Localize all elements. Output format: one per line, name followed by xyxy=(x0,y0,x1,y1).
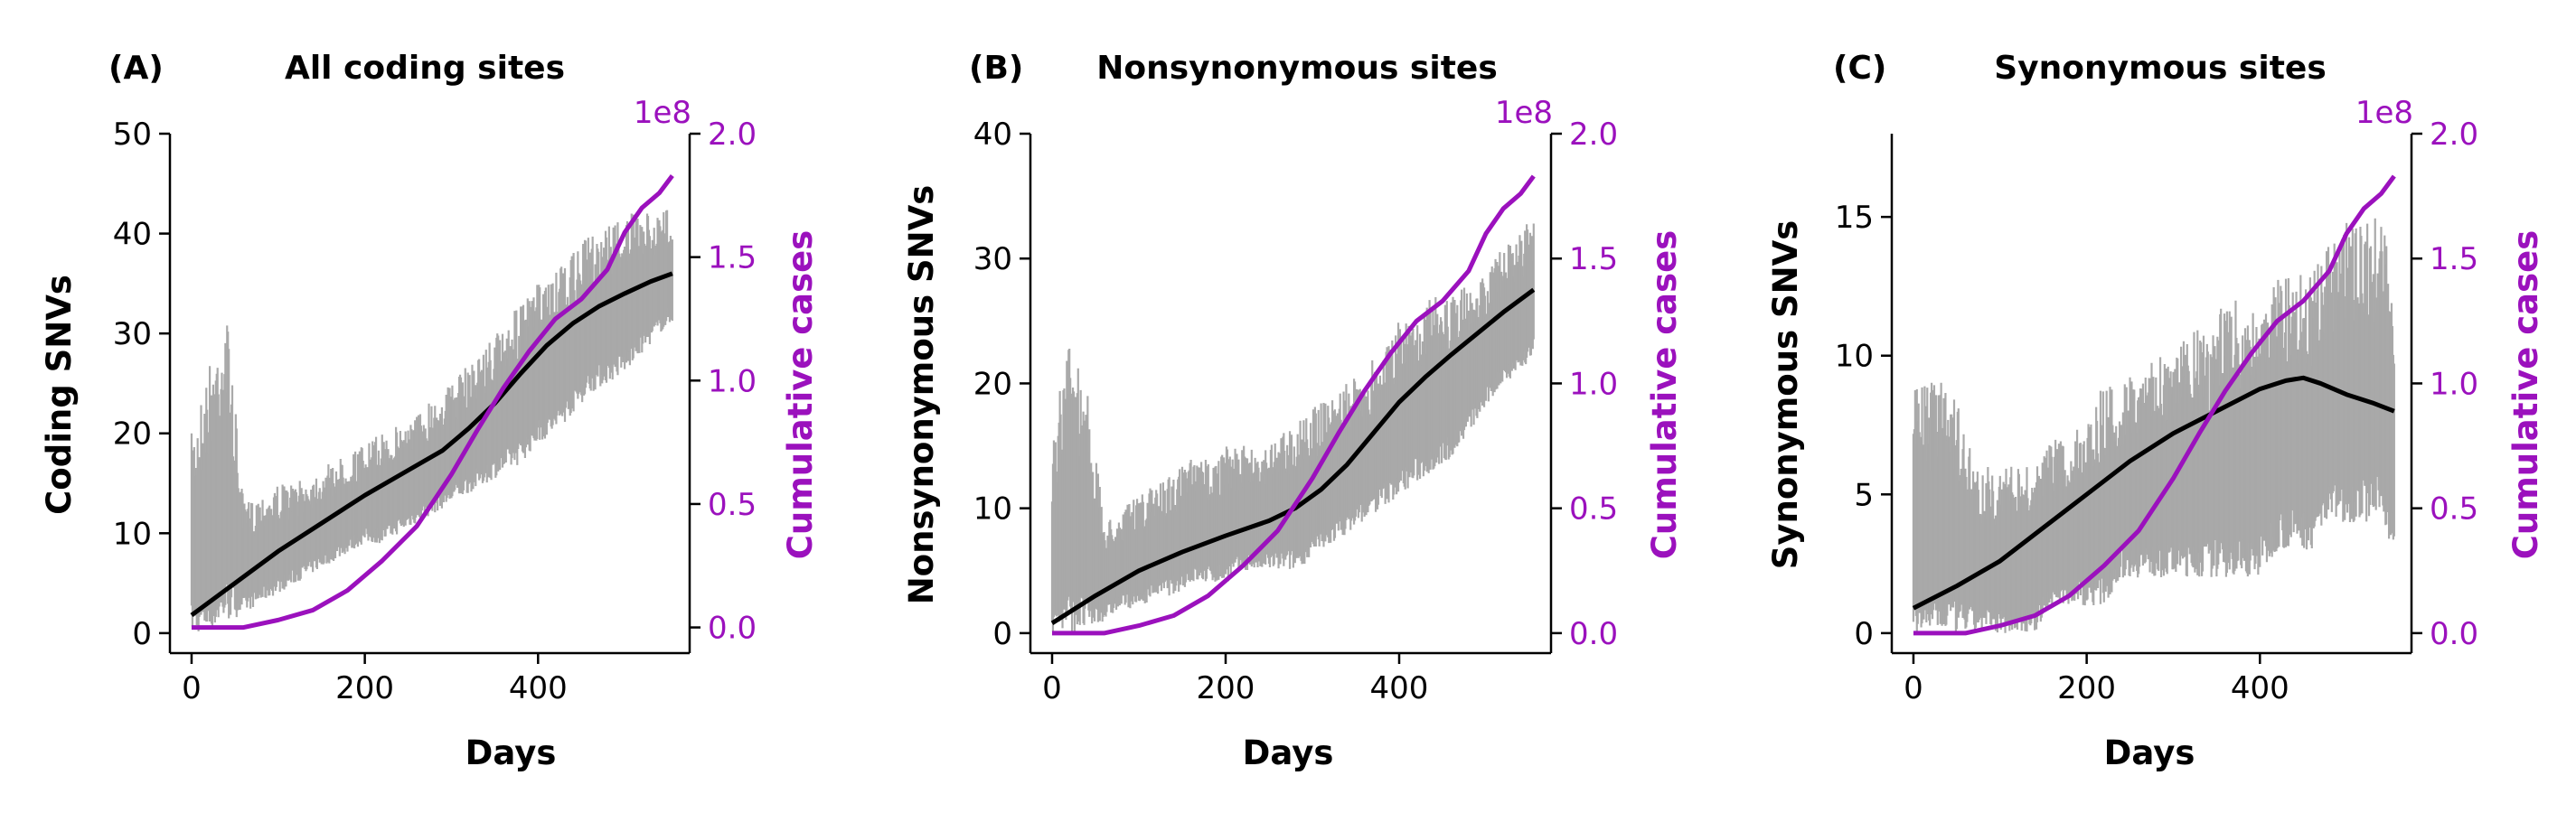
y-tick-label: 10 xyxy=(973,491,1012,528)
x-tick-label: 200 xyxy=(335,670,394,706)
x-axis-label: Days xyxy=(2104,734,2195,772)
x-axis-label: Days xyxy=(465,734,557,772)
cumulative-cases-line xyxy=(1052,174,1536,636)
y-tick-label: 10 xyxy=(1835,339,1874,375)
y-tick-label: 0 xyxy=(1854,616,1874,652)
panel-a: 0 200 400 0 10 20 30 40 50 0.0 0.5 1.0 1.5 2.0 (A) All … xyxy=(40,50,820,772)
y-axis-label: Nonsynonymous SNVs xyxy=(902,185,941,605)
y-tick-label: 10 xyxy=(113,516,152,552)
y2-axis-label: Cumulative cases xyxy=(1645,230,1684,560)
snv-trend-line xyxy=(1912,375,2395,611)
y2-tick-label: 1.5 xyxy=(1569,241,1618,277)
y2-tick-label: 2.0 xyxy=(1569,117,1618,153)
y-tick-label: 30 xyxy=(113,316,152,352)
panel-title: Synonymous sites xyxy=(1994,50,2327,87)
y2-tick-label: 1.0 xyxy=(708,363,757,399)
snv-range-band xyxy=(1050,223,1535,633)
panel-c: 0 200 400 0 5 10 15 0.0 0.5 1.0 1.5 2.0 (C) Synonymou… xyxy=(1766,50,2545,772)
y2-axis-label: Cumulative cases xyxy=(781,230,820,560)
y2-tick-label: 0.5 xyxy=(2430,491,2478,528)
y2-multiplier-label: 1e8 xyxy=(1495,95,1553,131)
y2-axis-label: Cumulative cases xyxy=(2506,230,2545,560)
snv-trend-line xyxy=(190,271,673,617)
y-tick-label: 0 xyxy=(132,616,152,652)
y-tick-label: 15 xyxy=(1835,200,1874,236)
y2-tick-label: 1.0 xyxy=(2430,366,2478,402)
y2-multiplier-label: 1e8 xyxy=(634,95,691,131)
y-tick-label: 50 xyxy=(113,117,152,153)
x-tick-label: 0 xyxy=(1042,670,1062,706)
x-tick-label: 400 xyxy=(1370,670,1429,706)
x-tick-label: 200 xyxy=(1197,670,1255,706)
y2-tick-label: 1.5 xyxy=(708,240,757,276)
cumulative-cases-line xyxy=(191,173,674,631)
y2-tick-label: 0.0 xyxy=(1569,616,1618,652)
y-tick-label: 20 xyxy=(113,416,152,453)
y2-tick-label: 1.0 xyxy=(1569,366,1618,402)
x-tick-label: 400 xyxy=(509,670,568,706)
y2-tick-label: 0.0 xyxy=(708,611,757,647)
panel-title: All coding sites xyxy=(285,50,565,87)
snv-range-band xyxy=(1912,218,2395,633)
y2-tick-label: 0.5 xyxy=(708,487,757,523)
panel-b: 0 200 400 0 10 20 30 40 0.0 0.5 1.0 1.5 2.0 (B) Nonsyn… xyxy=(902,50,1684,772)
panel-label: (A) xyxy=(108,50,164,87)
y-tick-label: 0 xyxy=(992,616,1012,652)
y2-tick-label: 0.0 xyxy=(2430,616,2478,652)
panel-label: (B) xyxy=(969,50,1023,87)
x-tick-label: 0 xyxy=(1904,670,1923,706)
y2-multiplier-label: 1e8 xyxy=(2355,95,2413,131)
x-tick-label: 0 xyxy=(182,670,202,706)
y-axis-label: Coding SNVs xyxy=(40,275,79,515)
y-axis-label: Synonymous SNVs xyxy=(1766,220,1805,569)
y-tick-label: 40 xyxy=(113,217,152,253)
y-tick-label: 30 xyxy=(973,241,1012,277)
y2-tick-label: 2.0 xyxy=(708,117,757,153)
y-tick-label: 20 xyxy=(973,366,1012,402)
panel-title: Nonsynonymous sites xyxy=(1096,50,1498,87)
x-tick-label: 200 xyxy=(2057,670,2116,706)
cumulative-cases-line xyxy=(1913,174,2396,636)
x-axis-label: Days xyxy=(1243,734,1334,772)
y-tick-label: 40 xyxy=(973,117,1012,153)
y-tick-label: 5 xyxy=(1854,477,1874,513)
x-tick-label: 400 xyxy=(2231,670,2289,706)
snv-range-band xyxy=(190,210,673,631)
y2-tick-label: 1.5 xyxy=(2430,241,2478,277)
snv-trend-line xyxy=(1050,287,1536,625)
y2-tick-label: 2.0 xyxy=(2430,117,2478,153)
y2-tick-label: 0.5 xyxy=(1569,491,1618,528)
panel-label: (C) xyxy=(1833,50,1886,87)
